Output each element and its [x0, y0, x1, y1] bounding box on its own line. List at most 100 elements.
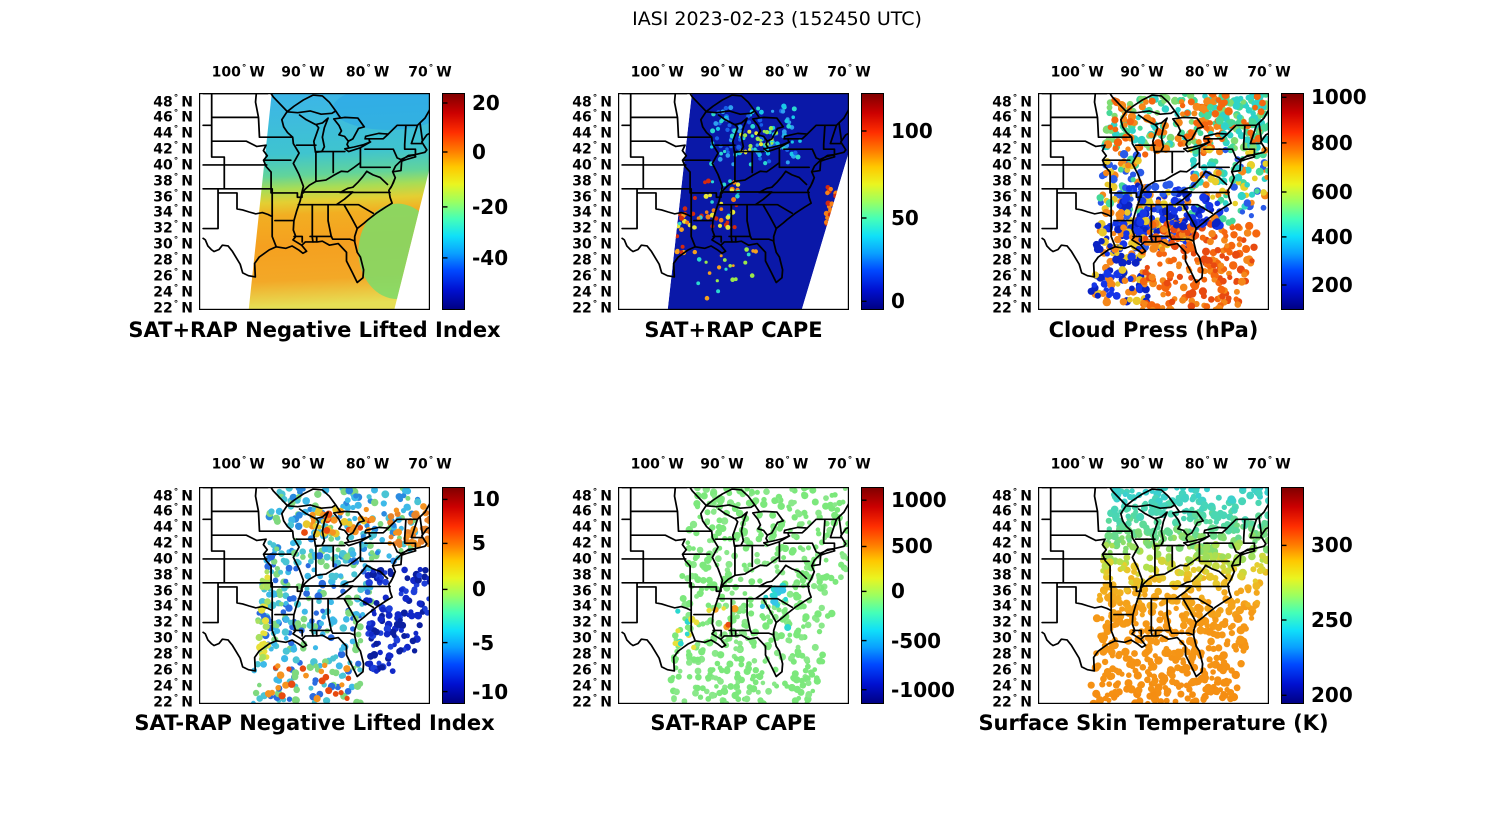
lon-tick-hemisphere: W — [855, 456, 871, 473]
colorbar-tick-label: 5 — [472, 531, 486, 556]
colorbar-tick-label: -40 — [472, 245, 509, 270]
lon-tick-label: 90° W — [700, 456, 743, 473]
lat-tick-label: 42° N — [556, 535, 612, 552]
lat-tick-label: 48° N — [137, 93, 193, 110]
degree-symbol: ° — [173, 550, 179, 561]
lon-tick-label: 80° W — [1185, 64, 1228, 81]
lat-tick-value: 36 — [153, 583, 173, 600]
lat-tick-label: 30° N — [976, 236, 1032, 253]
lon-tick-value: 70 — [1247, 64, 1267, 81]
map-plot-sat-plus-rap-nli — [199, 93, 430, 310]
lat-tick-label: 22° N — [556, 299, 612, 316]
map-plot-cloud-press — [1038, 93, 1269, 310]
lat-tick-hemisphere: N — [600, 598, 612, 615]
lat-tick-value: 48 — [992, 94, 1012, 110]
lat-tick-value: 46 — [572, 503, 592, 520]
colorbar-tick-label: 10 — [472, 487, 500, 512]
degree-symbol: ° — [1012, 283, 1018, 294]
lat-tick-label: 32° N — [976, 614, 1032, 631]
lat-tick-hemisphere: N — [181, 300, 193, 317]
colorbar-tick-label: 250 — [1311, 608, 1353, 633]
lat-tick-label: 32° N — [137, 614, 193, 631]
lat-tick-label: 30° N — [556, 236, 612, 253]
lat-tick-label: 48° N — [556, 487, 612, 504]
lat-tick-value: 24 — [992, 284, 1012, 301]
lat-tick-value: 38 — [992, 567, 1012, 584]
lon-tick-label: 90° W — [1120, 456, 1163, 473]
us-state-borders-map — [202, 487, 430, 678]
lat-tick-hemisphere: N — [600, 551, 612, 568]
lat-tick-hemisphere: N — [600, 503, 612, 520]
lat-tick-hemisphere: N — [1020, 614, 1032, 631]
lat-tick-label: 24° N — [556, 283, 612, 300]
plot-frame — [199, 487, 430, 704]
lat-tick-value: 36 — [572, 583, 592, 600]
lat-tick-label: 48° N — [556, 93, 612, 110]
lat-tick-hemisphere: N — [181, 630, 193, 647]
lat-tick-label: 36° N — [556, 582, 612, 599]
lon-tick-label: 90° W — [1120, 64, 1163, 81]
lat-tick-hemisphere: N — [600, 535, 612, 552]
lat-tick-hemisphere: N — [600, 94, 612, 110]
lat-tick-hemisphere: N — [181, 503, 193, 520]
degree-symbol: ° — [592, 661, 598, 672]
lat-tick-label: 32° N — [976, 220, 1032, 237]
lat-tick-label: 28° N — [137, 252, 193, 269]
colorbar-tick-label: 400 — [1311, 224, 1353, 249]
panel-title-sat-plus-rap-cape: SAT+RAP CAPE — [644, 318, 823, 342]
lat-tick-value: 48 — [992, 488, 1012, 504]
us-state-borders-map — [1041, 93, 1269, 284]
degree-symbol: ° — [173, 613, 179, 624]
degree-symbol: ° — [592, 93, 598, 103]
degree-symbol: ° — [1012, 188, 1018, 199]
lon-tick-label: 100° W — [631, 456, 684, 473]
lon-tick-hemisphere: W — [1275, 456, 1291, 473]
lat-tick-value: 38 — [153, 173, 173, 190]
lat-tick-hemisphere: N — [1020, 678, 1032, 695]
lon-tick-hemisphere: W — [309, 456, 325, 473]
lat-tick-hemisphere: N — [181, 646, 193, 663]
lat-tick-value: 48 — [153, 488, 173, 504]
lat-tick-label: 36° N — [137, 582, 193, 599]
lat-tick-label: 28° N — [976, 252, 1032, 269]
degree-symbol: ° — [173, 283, 179, 294]
degree-symbol: ° — [592, 188, 598, 199]
lat-tick-value: 28 — [992, 646, 1012, 663]
degree-symbol: ° — [173, 93, 179, 103]
lon-tick-label: 70° W — [827, 456, 870, 473]
lat-tick-hemisphere: N — [181, 551, 193, 568]
lat-tick-hemisphere: N — [600, 678, 612, 695]
lat-tick-value: 36 — [992, 189, 1012, 206]
degree-symbol: ° — [592, 251, 598, 262]
colorbar-tick-label: 100 — [891, 118, 933, 143]
lat-tick-hemisphere: N — [600, 300, 612, 317]
lat-tick-value: 36 — [153, 189, 173, 206]
lat-tick-hemisphere: N — [600, 125, 612, 142]
lat-tick-hemisphere: N — [181, 109, 193, 126]
lat-tick-label: 26° N — [556, 661, 612, 678]
lat-tick-hemisphere: N — [1020, 109, 1032, 126]
lat-tick-hemisphere: N — [181, 268, 193, 285]
lat-tick-label: 34° N — [556, 598, 612, 615]
colorbar-tick-label: -1000 — [891, 677, 955, 702]
degree-symbol: ° — [592, 693, 598, 704]
lon-tick-hemisphere: W — [1148, 456, 1164, 473]
degree-symbol: ° — [1267, 63, 1273, 74]
lat-tick-label: 40° N — [556, 156, 612, 173]
degree-symbol: ° — [173, 172, 179, 183]
lat-tick-hemisphere: N — [600, 268, 612, 285]
lat-tick-hemisphere: N — [600, 109, 612, 126]
lat-tick-label: 44° N — [556, 519, 612, 536]
panel-title-surface-skin-temp: Surface Skin Temperature (K) — [978, 711, 1329, 735]
lat-tick-value: 26 — [992, 268, 1012, 285]
lat-tick-hemisphere: N — [600, 662, 612, 679]
lat-tick-label: 26° N — [976, 267, 1032, 284]
lat-tick-value: 48 — [572, 488, 592, 504]
lon-tick-value: 80 — [764, 64, 785, 81]
lon-tick-label: 100° W — [212, 456, 265, 473]
lat-tick-hemisphere: N — [600, 236, 612, 253]
degree-symbol: ° — [301, 63, 307, 74]
lat-tick-hemisphere: N — [181, 535, 193, 552]
lat-tick-hemisphere: N — [181, 125, 193, 142]
lat-tick-value: 44 — [572, 519, 592, 536]
